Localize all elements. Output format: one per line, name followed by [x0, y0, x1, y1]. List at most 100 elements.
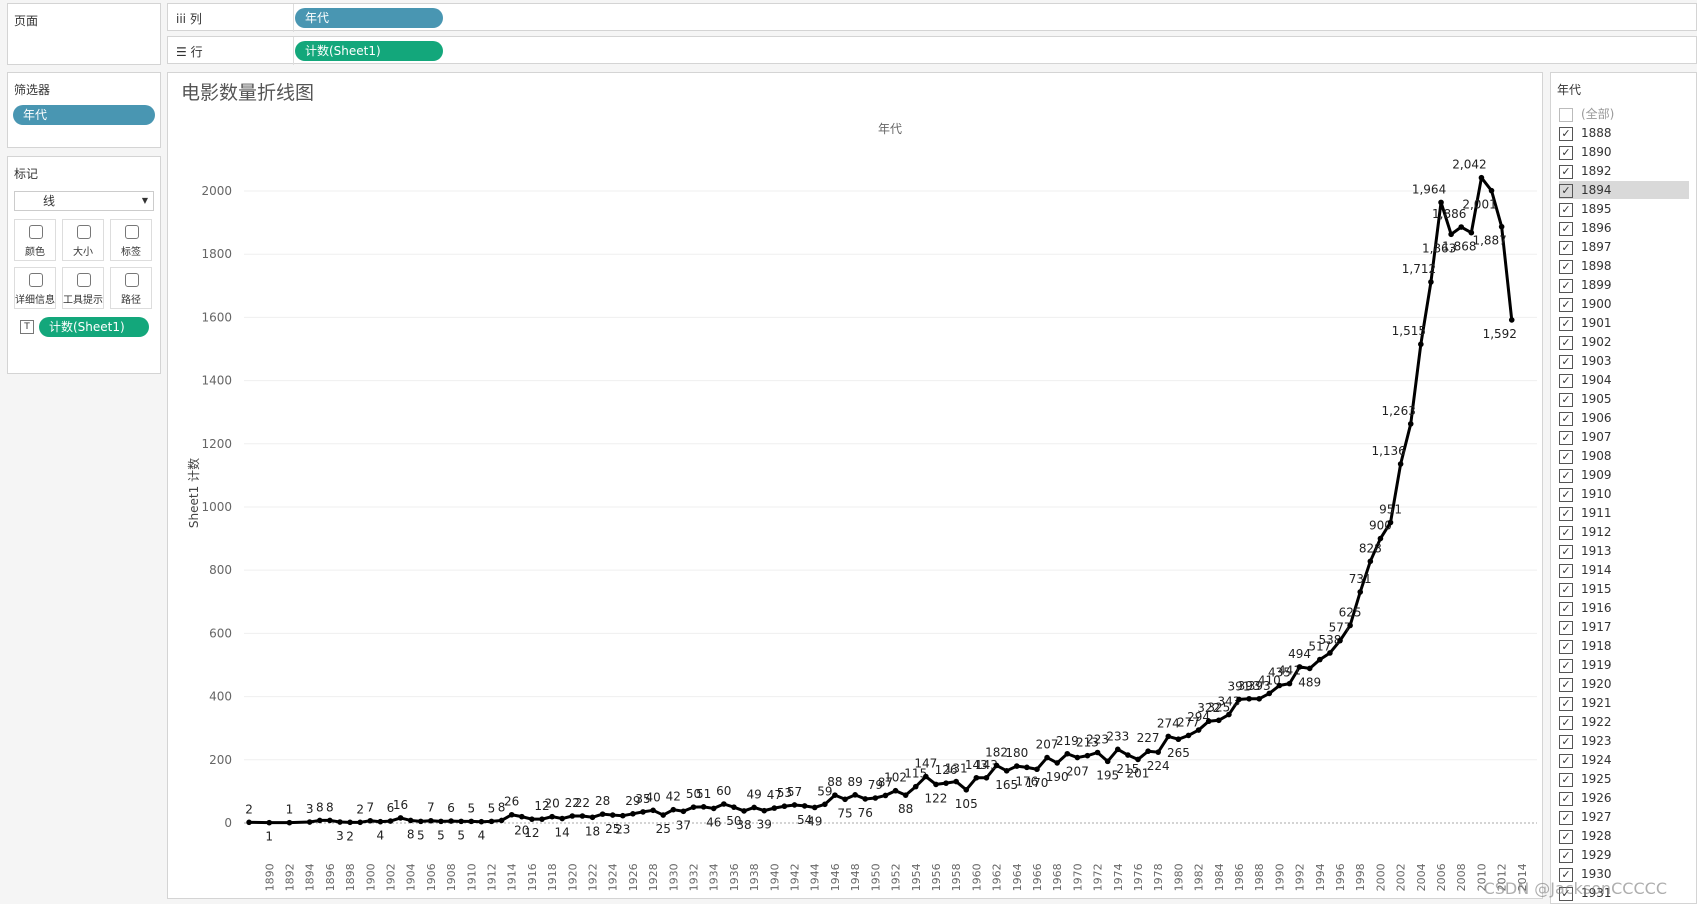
- checkbox[interactable]: ✓: [1559, 791, 1573, 806]
- filter-item[interactable]: ✓ 1897: [1559, 238, 1689, 256]
- checkbox[interactable]: ✓: [1559, 867, 1573, 882]
- checkbox[interactable]: ✓: [1559, 772, 1573, 787]
- checkbox[interactable]: ✓: [1559, 335, 1573, 350]
- filter-item[interactable]: ✓ 1907: [1559, 428, 1689, 446]
- filter-item[interactable]: ✓ 1920: [1559, 675, 1689, 693]
- checkbox[interactable]: ✓: [1559, 164, 1573, 179]
- filter-item[interactable]: ✓ 1896: [1559, 219, 1689, 237]
- checkbox[interactable]: ✓: [1559, 658, 1573, 673]
- filter-item[interactable]: ✓ 1890: [1559, 143, 1689, 161]
- checkbox[interactable]: ✓: [1559, 354, 1573, 369]
- checkbox[interactable]: ✓: [1559, 639, 1573, 654]
- checkbox[interactable]: ✓: [1559, 810, 1573, 825]
- filter-item[interactable]: ✓ 1916: [1559, 599, 1689, 617]
- filter-item[interactable]: ✓ 1924: [1559, 751, 1689, 769]
- checkbox[interactable]: ✓: [1559, 715, 1573, 730]
- checkbox[interactable]: ✓: [1559, 544, 1573, 559]
- filter-item[interactable]: ✓ 1904: [1559, 371, 1689, 389]
- checkbox[interactable]: ✓: [1559, 582, 1573, 597]
- checkbox[interactable]: ✓: [1559, 848, 1573, 863]
- filter-item[interactable]: ✓ 1902: [1559, 333, 1689, 351]
- checkbox[interactable]: ✓: [1559, 259, 1573, 274]
- checkbox[interactable]: ✓: [1559, 525, 1573, 540]
- checkbox[interactable]: ✓: [1559, 696, 1573, 711]
- checkbox[interactable]: ✓: [1559, 183, 1573, 198]
- filter-item[interactable]: ✓ 1901: [1559, 314, 1689, 332]
- filter-item[interactable]: ✓ 1928: [1559, 827, 1689, 845]
- checkbox[interactable]: ✓: [1559, 753, 1573, 768]
- marks-button[interactable]: 路径: [110, 267, 152, 309]
- filter-item[interactable]: ✓ 1918: [1559, 637, 1689, 655]
- shelf-pill[interactable]: 年代: [295, 8, 443, 28]
- filter-item-label: 1897: [1581, 240, 1612, 254]
- checkbox[interactable]: ✓: [1559, 411, 1573, 426]
- checkbox[interactable]: ✓: [1559, 886, 1573, 901]
- checkbox[interactable]: ✓: [1559, 506, 1573, 521]
- mark-type-dropdown[interactable]: 线 ▼: [14, 191, 154, 211]
- marks-button[interactable]: 颜色: [14, 219, 56, 261]
- checkbox[interactable]: ✓: [1559, 620, 1573, 635]
- marks-button[interactable]: 详细信息: [14, 267, 56, 309]
- filter-item[interactable]: ✓ 1913: [1559, 542, 1689, 560]
- checkbox[interactable]: ✓: [1559, 240, 1573, 255]
- checkbox[interactable]: ✓: [1559, 829, 1573, 844]
- checkbox[interactable]: ✓: [1559, 145, 1573, 160]
- filter-item[interactable]: ✓ 1892: [1559, 162, 1689, 180]
- checkbox[interactable]: ✓: [1559, 677, 1573, 692]
- filter-item[interactable]: ✓ 1888: [1559, 124, 1689, 142]
- marks-pill[interactable]: 计数(Sheet1): [39, 317, 149, 337]
- filter-item[interactable]: ✓ 1905: [1559, 390, 1689, 408]
- shelf-pill[interactable]: 计数(Sheet1): [295, 41, 443, 61]
- filter-item[interactable]: ✓ 1930: [1559, 865, 1689, 883]
- marks-button[interactable]: 标签: [110, 219, 152, 261]
- filter-item[interactable]: ✓ 1910: [1559, 485, 1689, 503]
- filter-item[interactable]: ✓ 1922: [1559, 713, 1689, 731]
- checkbox[interactable]: ✓: [1559, 449, 1573, 464]
- point: [690, 804, 697, 810]
- filter-item[interactable]: ✓ 1906: [1559, 409, 1689, 427]
- filter-item[interactable]: ✓ 1900: [1559, 295, 1689, 313]
- filter-item[interactable]: ✓ 1914: [1559, 561, 1689, 579]
- marks-button[interactable]: 大小: [62, 219, 104, 261]
- checkbox[interactable]: [1559, 107, 1573, 122]
- checkbox[interactable]: ✓: [1559, 126, 1573, 141]
- filter-item[interactable]: ✓ 1915: [1559, 580, 1689, 598]
- checkbox[interactable]: ✓: [1559, 468, 1573, 483]
- filter-item[interactable]: ✓ 1895: [1559, 200, 1689, 218]
- checkbox[interactable]: ✓: [1559, 392, 1573, 407]
- checkbox[interactable]: ✓: [1559, 316, 1573, 331]
- filter-item[interactable]: ✓ 1898: [1559, 257, 1689, 275]
- checkbox[interactable]: ✓: [1559, 601, 1573, 616]
- filter-item[interactable]: ✓ 1925: [1559, 770, 1689, 788]
- checkbox[interactable]: ✓: [1559, 373, 1573, 388]
- checkbox[interactable]: ✓: [1559, 487, 1573, 502]
- filter-item-label: 1898: [1581, 259, 1612, 273]
- filter-item[interactable]: ✓ 1903: [1559, 352, 1689, 370]
- checkbox[interactable]: ✓: [1559, 202, 1573, 217]
- filter-item[interactable]: ✓ 1912: [1559, 523, 1689, 541]
- filter-item[interactable]: ✓ 1931: [1559, 884, 1689, 902]
- filter-item[interactable]: ✓ 1919: [1559, 656, 1689, 674]
- filter-item[interactable]: ✓ 1911: [1559, 504, 1689, 522]
- filter-item[interactable]: ✓ 1899: [1559, 276, 1689, 294]
- filter-item[interactable]: ✓ 1927: [1559, 808, 1689, 826]
- checkbox[interactable]: ✓: [1559, 297, 1573, 312]
- filter-item[interactable]: ✓ 1894: [1559, 181, 1689, 199]
- filter-item[interactable]: ✓ 1908: [1559, 447, 1689, 465]
- checkbox[interactable]: ✓: [1559, 563, 1573, 578]
- data-label: 441: [1278, 664, 1301, 678]
- filter-item[interactable]: ✓ 1923: [1559, 732, 1689, 750]
- checkbox[interactable]: ✓: [1559, 430, 1573, 445]
- filter-pill[interactable]: 年代: [13, 105, 155, 125]
- filter-item[interactable]: ✓ 1929: [1559, 846, 1689, 864]
- filter-item[interactable]: ✓ 1926: [1559, 789, 1689, 807]
- checkbox[interactable]: ✓: [1559, 734, 1573, 749]
- x-tick-label: 1956: [930, 863, 943, 891]
- checkbox[interactable]: ✓: [1559, 278, 1573, 293]
- filter-item[interactable]: ✓ 1917: [1559, 618, 1689, 636]
- filter-item[interactable]: (全部): [1559, 105, 1689, 123]
- filter-item[interactable]: ✓ 1909: [1559, 466, 1689, 484]
- filter-item[interactable]: ✓ 1921: [1559, 694, 1689, 712]
- marks-button[interactable]: 工具提示: [62, 267, 104, 309]
- checkbox[interactable]: ✓: [1559, 221, 1573, 236]
